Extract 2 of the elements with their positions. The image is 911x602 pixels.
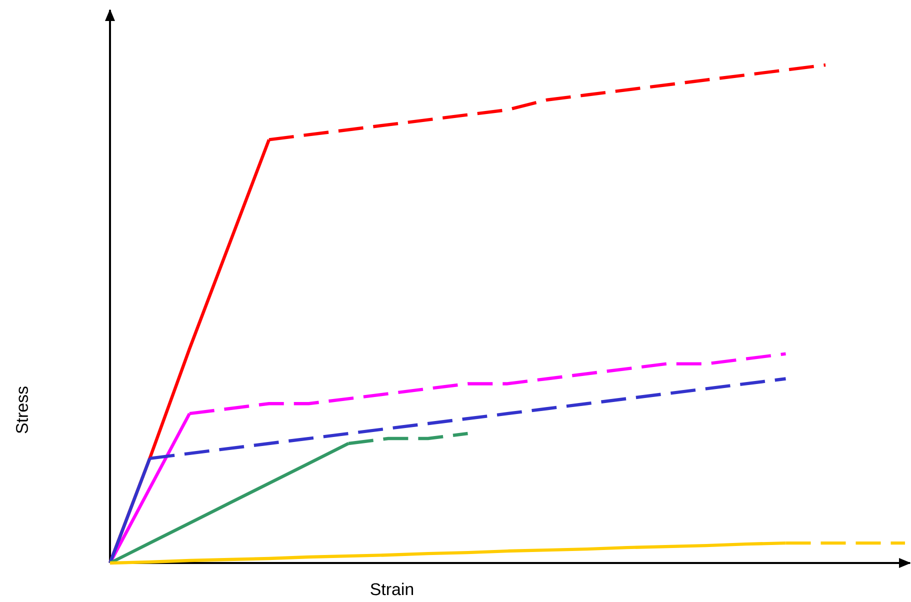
y-axis-title: Stress: [16, 386, 28, 434]
x-axis-title: Strain: [370, 582, 414, 596]
